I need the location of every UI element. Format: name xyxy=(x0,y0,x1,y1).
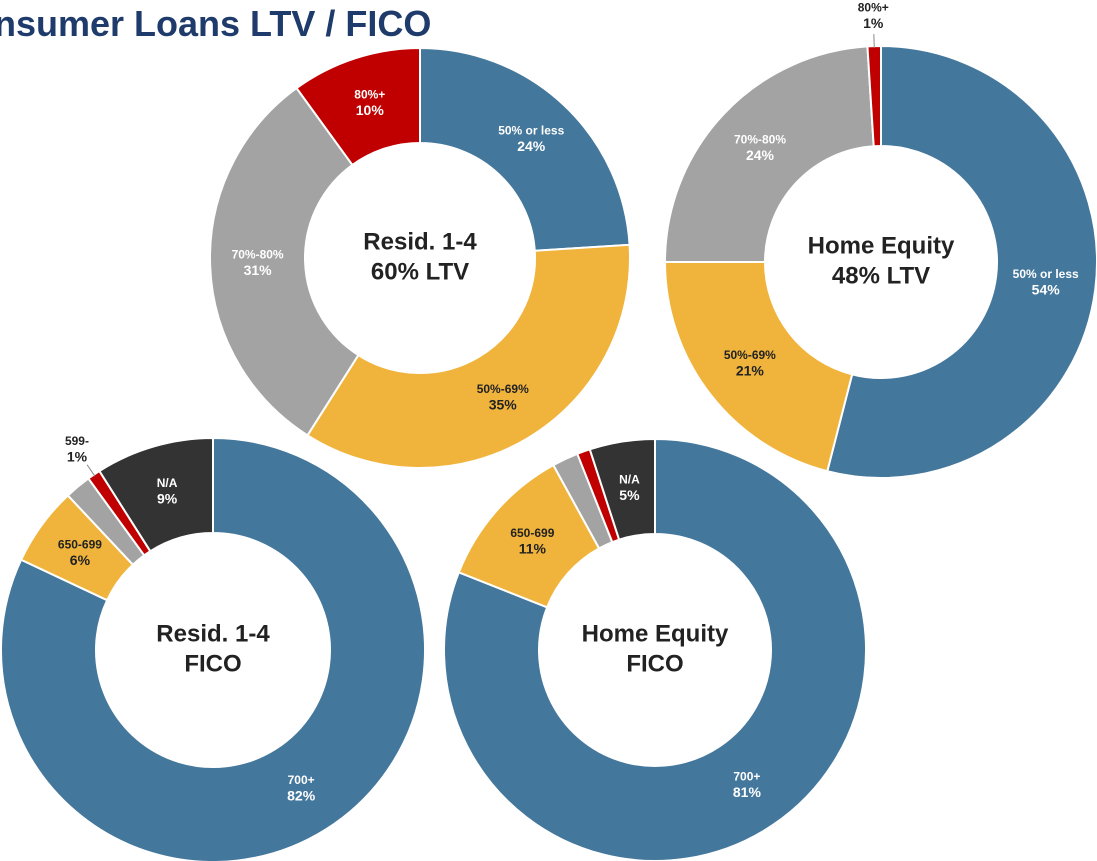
donut-segment xyxy=(306,243,631,470)
leader-line xyxy=(86,464,96,477)
center-label: 60% LTV xyxy=(371,258,469,285)
center-label: Home Equity xyxy=(582,620,729,647)
donut-segment xyxy=(663,45,875,263)
donut-segment xyxy=(295,46,421,167)
donut-segment xyxy=(826,44,1097,479)
segment-value-label: 24% xyxy=(517,138,546,154)
segment-label: 50%-69% xyxy=(724,348,776,362)
donut-segment xyxy=(588,437,656,541)
donut-segment xyxy=(419,46,631,252)
donut-segment xyxy=(0,436,426,861)
segment-label: 599- xyxy=(65,434,89,448)
donut-segment xyxy=(209,86,360,437)
segment-label: 70%-80% xyxy=(734,133,786,147)
center-label: Resid. 1-4 xyxy=(363,228,477,255)
segment-value-label: 6% xyxy=(70,552,91,568)
segment-label: N/A xyxy=(157,476,178,490)
segment-value-label: 82% xyxy=(287,788,316,804)
segment-value-label: 54% xyxy=(1032,282,1061,298)
donut-segment xyxy=(98,436,214,553)
segment-label: 50%-69% xyxy=(477,382,529,396)
center-label: Home Equity xyxy=(808,232,955,259)
segment-value-label: 35% xyxy=(489,397,518,413)
segment-value-label: 9% xyxy=(157,491,178,507)
segment-value-label: 1% xyxy=(863,15,884,31)
segment-label: N/A xyxy=(619,473,640,487)
segment-label: 80%+ xyxy=(858,0,889,14)
center-label: 48% LTV xyxy=(832,262,930,289)
donut-segment xyxy=(443,437,867,861)
segment-value-label: 81% xyxy=(733,784,762,800)
segment-label: 650-699 xyxy=(510,526,554,540)
segment-label: 650-699 xyxy=(58,537,102,551)
segment-value-label: 31% xyxy=(244,262,273,278)
donut-segment xyxy=(663,261,854,473)
segment-value-label: 21% xyxy=(736,362,765,378)
segment-value-label: 11% xyxy=(519,541,547,557)
segment-label: 700+ xyxy=(733,769,760,783)
segment-label: 50% or less xyxy=(1013,267,1079,281)
center-label: FICO xyxy=(184,650,241,677)
donut-segment xyxy=(866,44,882,148)
page-title: nsumer Loans LTV / FICO xyxy=(0,3,431,44)
segment-value-label: 24% xyxy=(746,147,775,163)
segment-value-label: 10% xyxy=(356,102,385,118)
center-label: FICO xyxy=(626,650,683,677)
segment-label: 700+ xyxy=(288,773,315,787)
segment-label: 50% or less xyxy=(498,124,564,138)
segment-label: 80%+ xyxy=(354,88,385,102)
segment-value-label: 5% xyxy=(619,487,640,503)
segment-value-label: 1% xyxy=(67,449,88,465)
center-label: Resid. 1-4 xyxy=(156,620,270,647)
segment-label: 70%-80% xyxy=(232,247,284,261)
